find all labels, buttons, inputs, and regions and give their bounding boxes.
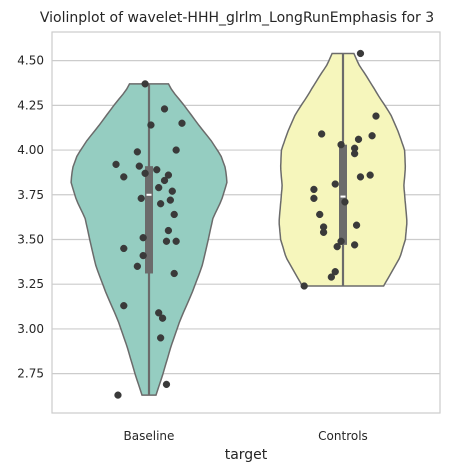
data-point — [350, 241, 359, 249]
data-point — [160, 176, 169, 185]
data-point — [164, 171, 173, 179]
data-point — [368, 132, 376, 140]
data-point — [166, 196, 174, 204]
data-point — [156, 200, 165, 208]
data-point — [319, 228, 328, 236]
y-tick-label: 4.50 — [17, 54, 44, 68]
data-point — [170, 210, 178, 219]
data-point — [114, 391, 122, 399]
data-point — [120, 302, 128, 310]
data-point — [139, 234, 147, 242]
data-point — [112, 160, 120, 169]
data-point — [120, 244, 128, 253]
data-point — [147, 121, 155, 129]
plot-area-frame — [51, 31, 441, 414]
violin-iqr-box — [145, 166, 153, 274]
data-point — [133, 262, 142, 270]
data-point — [155, 183, 163, 192]
y-tick-label: 3.00 — [17, 322, 44, 336]
data-point — [350, 149, 359, 158]
data-point — [168, 187, 176, 195]
violin-layer — [70, 49, 408, 399]
data-point — [318, 130, 326, 138]
data-point — [160, 105, 169, 113]
violin-iqr-box — [339, 144, 347, 245]
data-point — [120, 173, 128, 181]
y-axis-ticks: 2.75 3.00 3.25 3.50 3.75 4.00 4.25 4.50 — [17, 54, 44, 381]
y-tick-label: 3.25 — [17, 277, 44, 291]
data-point — [331, 180, 339, 188]
data-point — [178, 119, 186, 127]
data-point — [372, 112, 380, 120]
x-axis-title: target — [225, 447, 268, 463]
data-point — [331, 268, 339, 276]
data-point — [352, 221, 361, 229]
data-point — [310, 194, 318, 203]
data-point — [141, 169, 149, 177]
violin-group-baseline — [70, 80, 228, 399]
data-point — [139, 251, 147, 260]
data-point — [153, 166, 161, 174]
x-tick-label: Baseline — [124, 429, 175, 443]
data-point — [356, 49, 365, 58]
data-point — [162, 380, 171, 389]
data-point — [316, 210, 324, 219]
data-point — [158, 314, 167, 322]
data-point — [337, 141, 345, 149]
chart-title: Violinplot of wavelet-HHH_glrlm_LongRunE… — [40, 10, 434, 26]
data-point — [366, 171, 374, 179]
data-point — [310, 185, 318, 194]
data-point — [341, 198, 349, 206]
data-point — [135, 162, 143, 170]
data-point — [300, 282, 308, 290]
x-tick-label: Controls — [318, 429, 368, 443]
data-point — [133, 148, 142, 156]
y-tick-label: 3.50 — [17, 232, 44, 246]
data-point — [170, 269, 178, 278]
data-point — [155, 309, 163, 317]
x-axis-ticks: Baseline Controls — [124, 429, 368, 443]
data-point — [141, 80, 149, 88]
violin-group-controls — [278, 49, 408, 290]
data-point — [327, 273, 336, 281]
data-point — [337, 237, 345, 245]
data-point — [333, 242, 341, 251]
data-point — [356, 173, 365, 181]
y-tick-label: 4.25 — [17, 98, 44, 112]
data-point — [162, 237, 171, 245]
data-point — [156, 334, 165, 342]
data-point — [172, 146, 180, 154]
data-point — [137, 194, 145, 203]
y-tick-label: 4.00 — [17, 143, 44, 157]
data-point — [354, 135, 363, 143]
y-tick-label: 3.75 — [17, 188, 44, 202]
data-point — [172, 237, 180, 245]
data-point — [164, 226, 173, 235]
y-tick-label: 2.75 — [17, 367, 44, 381]
